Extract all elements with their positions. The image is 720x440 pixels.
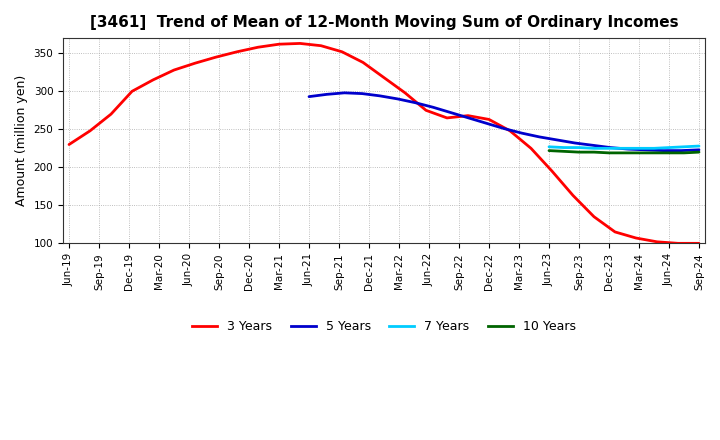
- Y-axis label: Amount (million yen): Amount (million yen): [15, 75, 28, 206]
- Title: [3461]  Trend of Mean of 12-Month Moving Sum of Ordinary Incomes: [3461] Trend of Mean of 12-Month Moving …: [90, 15, 678, 30]
- Legend: 3 Years, 5 Years, 7 Years, 10 Years: 3 Years, 5 Years, 7 Years, 10 Years: [186, 315, 581, 338]
